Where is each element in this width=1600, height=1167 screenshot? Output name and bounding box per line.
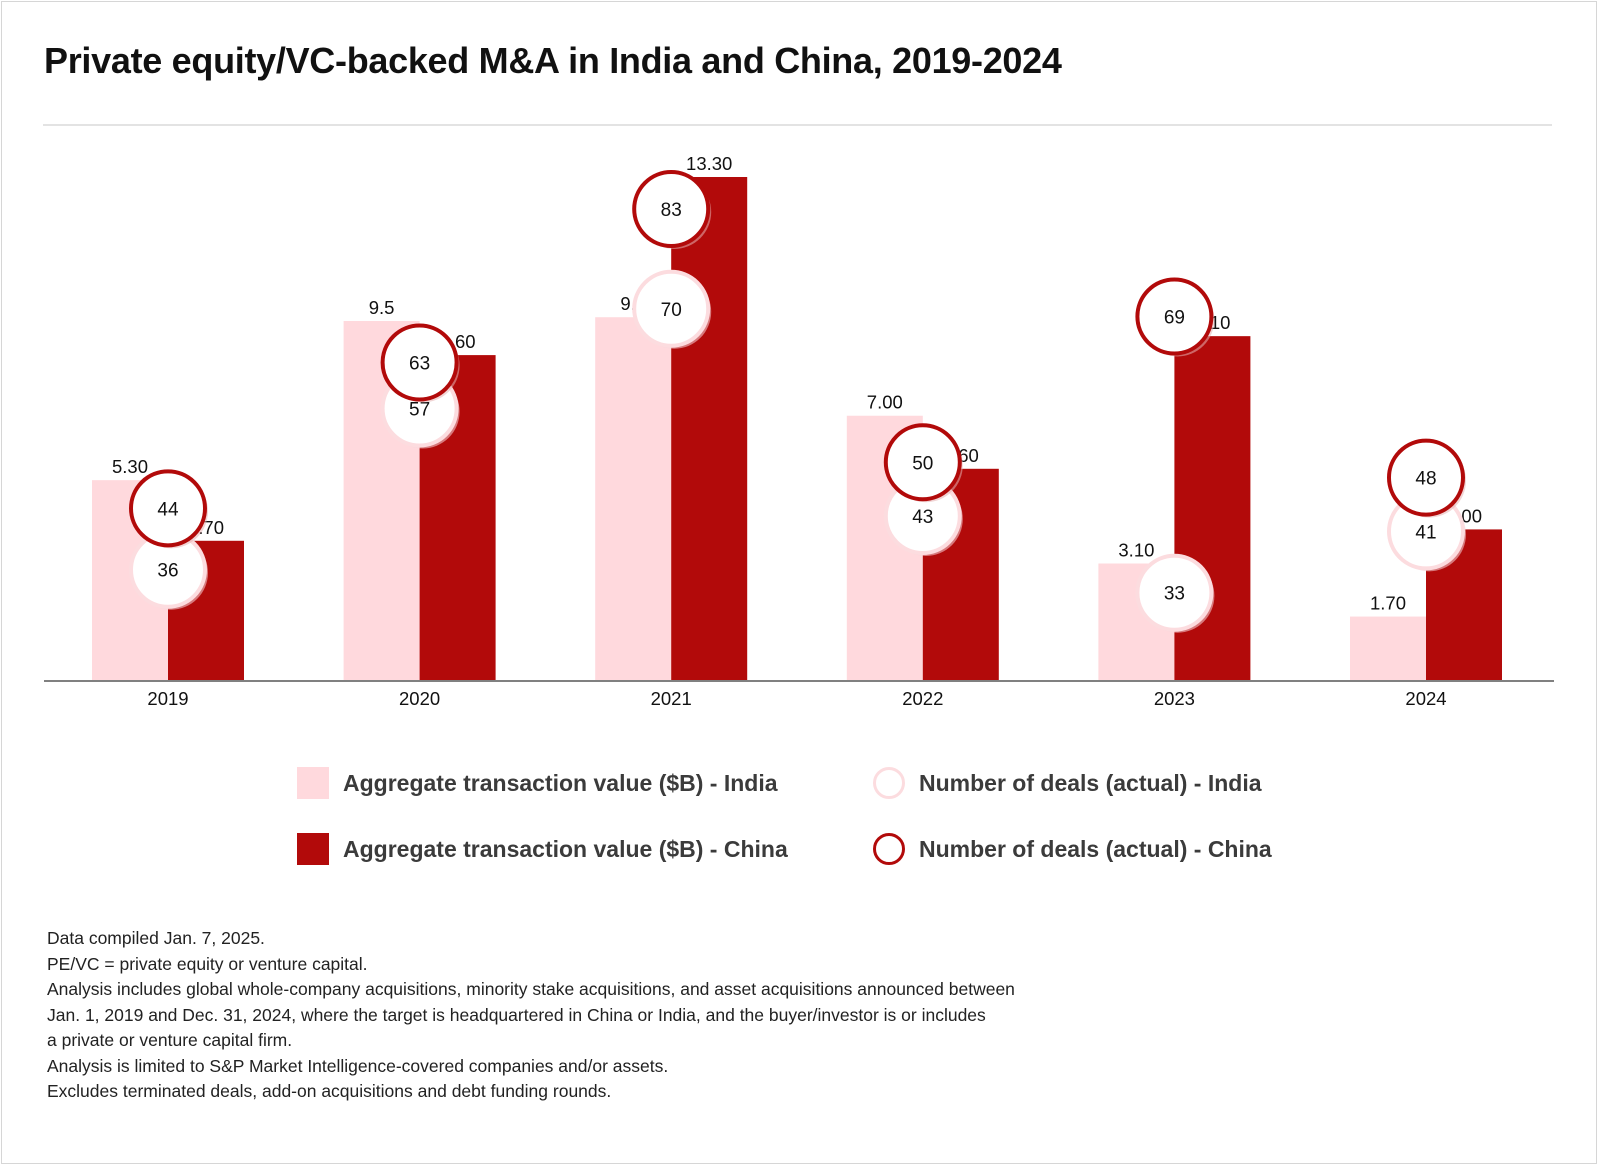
footnote-line: Data compiled Jan. 7, 2025. (47, 928, 265, 948)
x-tick-label: 2021 (651, 688, 692, 709)
footnote-line: a private or venture capital firm. (47, 1030, 293, 1050)
deals-marker-china (883, 423, 962, 502)
chart-plot: 5.303.7020199.58.6020209.613.3020217.005… (44, 153, 1554, 709)
deals-marker-china (1387, 438, 1465, 517)
data-label-india: 5.30 (112, 456, 148, 477)
data-label-india: 1.70 (1370, 593, 1406, 614)
bar-india (595, 317, 672, 681)
data-label-india: 3.10 (1118, 540, 1154, 561)
x-tick-label: 2019 (147, 688, 188, 709)
deals-marker-india-label: 70 (661, 300, 682, 321)
data-label-india: 9.5 (369, 297, 395, 318)
deals-marker-india-label: 41 (1415, 522, 1436, 543)
deals-marker-india-label: 33 (1164, 584, 1185, 605)
deals-marker-india-label: 43 (912, 507, 933, 528)
deals-marker-india-label: 36 (157, 561, 178, 582)
deals-marker-china (129, 469, 207, 548)
deals-marker-china-label: 83 (661, 200, 682, 221)
footnote-line: Analysis is limited to S&P Market Intell… (47, 1055, 669, 1076)
deals-marker-india (1135, 553, 1214, 632)
deals-marker-india (632, 269, 711, 348)
deals-marker-china-label: 50 (912, 453, 933, 474)
x-tick-label: 2024 (1405, 688, 1446, 709)
bar-india (1350, 616, 1426, 681)
deals-marker-china-label: 44 (157, 499, 179, 520)
chart-title: Private equity/VC-backed M&A in India an… (44, 40, 1062, 81)
data-label-china: 13.30 (686, 153, 732, 174)
bar-china (671, 177, 748, 681)
deals-marker-china (380, 323, 459, 402)
x-tick-label: 2022 (902, 688, 943, 709)
deals-marker-china-label: 48 (1415, 469, 1436, 490)
x-tick-label: 2023 (1154, 688, 1195, 709)
x-tick-label: 2020 (399, 688, 440, 709)
footnotes: Data compiled Jan. 7, 2025. PE/VC = priv… (47, 926, 1367, 1105)
deals-marker-china (632, 170, 711, 248)
deals-marker-china (1135, 277, 1214, 356)
footnote-line: Jan. 1, 2019 and Dec. 31, 2024, where th… (47, 1004, 986, 1025)
footnote-line: Analysis includes global whole-company a… (47, 979, 1015, 999)
deals-marker-china-label: 63 (409, 353, 430, 374)
title-divider (43, 124, 1552, 126)
deals-marker-india-label: 57 (409, 400, 430, 421)
footnote-line: PE/VC = private equity or venture capita… (47, 953, 368, 974)
data-label-india: 7.00 (867, 392, 903, 413)
deals-marker-china-label: 69 (1164, 307, 1185, 328)
footnote-line: Excludes terminated deals, add-on acquis… (47, 1081, 612, 1101)
